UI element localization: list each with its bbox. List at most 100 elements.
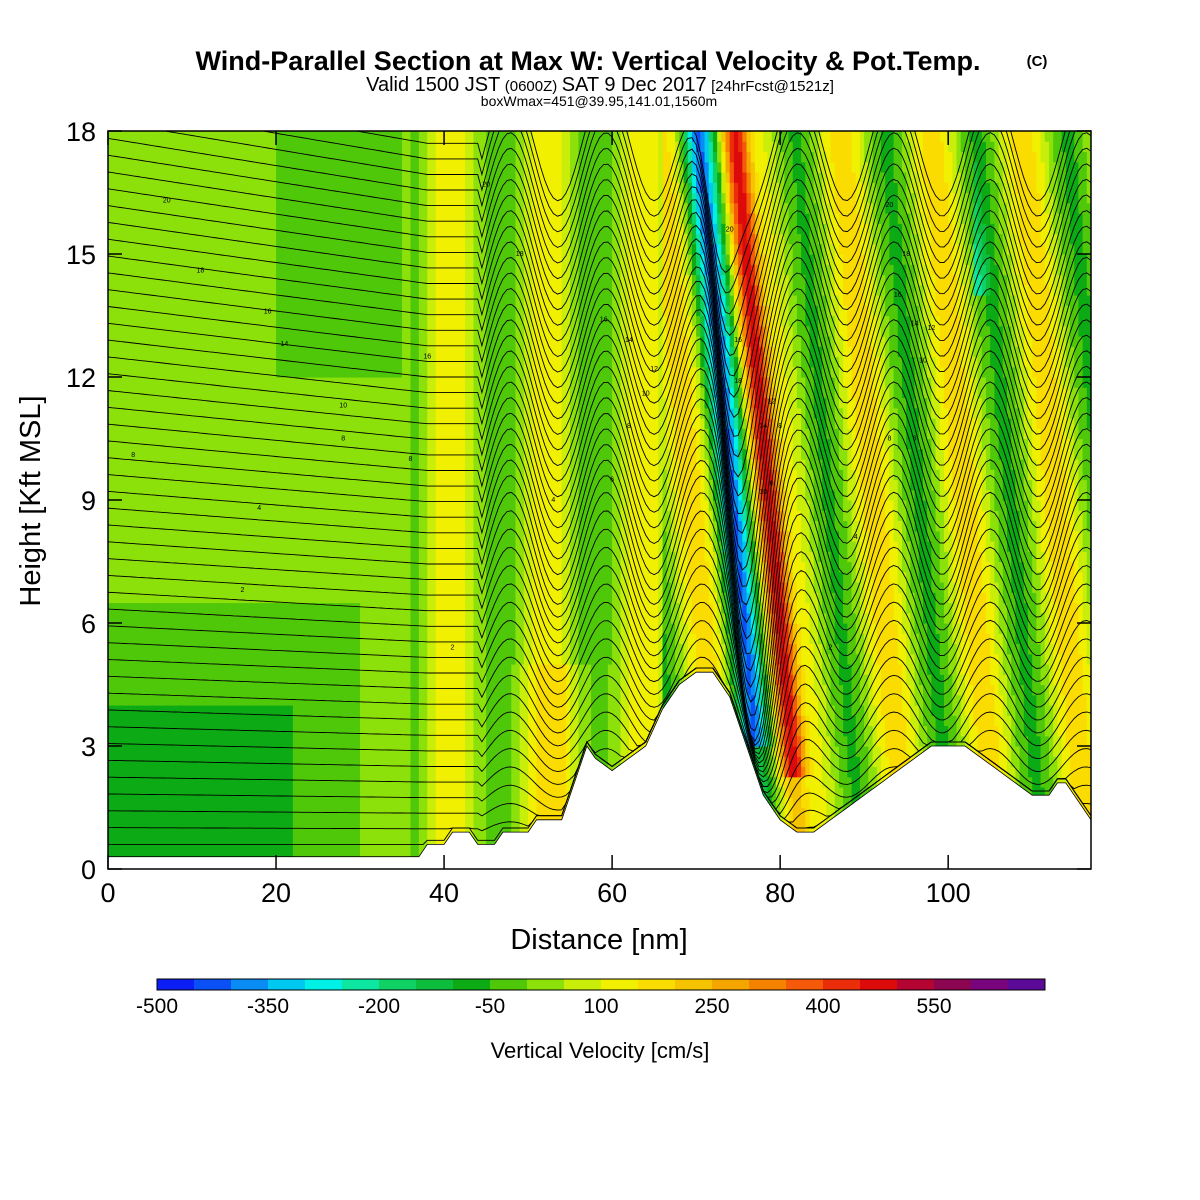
field-cell (376, 243, 382, 255)
field-cell (150, 766, 155, 778)
field-cell (393, 612, 399, 624)
field-cell (393, 500, 399, 511)
field-cell (204, 377, 210, 388)
field-cell (364, 510, 370, 522)
field-cell (200, 161, 206, 173)
field-cell (141, 418, 147, 429)
field-cell (116, 746, 122, 757)
field-cell (360, 223, 365, 235)
field-cell (179, 551, 185, 563)
field-cell (137, 828, 143, 839)
field-cell (179, 489, 185, 501)
field-cell (360, 295, 365, 306)
field-cell (326, 151, 332, 163)
field-cell (339, 305, 344, 317)
field-cell (171, 336, 176, 347)
field-cell (196, 407, 202, 419)
field-cell (330, 366, 336, 378)
field-cell (166, 735, 172, 747)
field-cell (133, 243, 139, 255)
field-cell (292, 797, 298, 809)
field-cell (171, 623, 176, 634)
field-cell (171, 213, 176, 224)
field-cell (246, 612, 252, 624)
field-cell (221, 202, 227, 214)
field-cell (389, 428, 395, 440)
field-cell (108, 202, 113, 214)
field-cell (276, 243, 281, 255)
field-cell (112, 479, 117, 491)
field-cell (112, 828, 117, 839)
field-cell (301, 233, 307, 245)
field-cell (137, 161, 143, 173)
field-cell (213, 756, 218, 768)
field-cell (267, 479, 273, 491)
field-cell (397, 694, 403, 706)
field-cell (229, 848, 235, 860)
field-cell (133, 131, 139, 142)
field-cell (234, 243, 239, 255)
field-cell (347, 653, 353, 665)
field-cell (343, 541, 349, 552)
field-cell (150, 397, 155, 409)
field-cell (372, 623, 378, 634)
field-cell (313, 428, 319, 440)
field-cell (162, 346, 168, 358)
field-cell (330, 469, 336, 481)
field-cell (166, 131, 172, 142)
field-cell (208, 295, 214, 306)
field-cell (368, 828, 374, 839)
field-cell (246, 653, 252, 665)
field-cell (368, 776, 374, 788)
field-cell (204, 161, 210, 173)
field-cell (179, 571, 185, 583)
field-cell (229, 305, 235, 317)
field-cell (150, 151, 155, 163)
field-cell (221, 776, 227, 788)
field-cell (372, 233, 378, 245)
field-cell (183, 284, 189, 296)
field-cell (175, 612, 181, 624)
field-cell (221, 571, 227, 583)
field-cell (116, 315, 122, 327)
field-cell (259, 838, 265, 850)
field-cell (393, 848, 399, 860)
field-cell (238, 274, 244, 286)
field-cell (120, 725, 126, 737)
field-cell (108, 448, 113, 460)
field-cell (339, 643, 344, 655)
field-cell (313, 715, 319, 727)
field-cell (292, 520, 298, 532)
field-cell (372, 469, 378, 481)
field-cell (309, 264, 315, 276)
field-cell (334, 336, 340, 347)
field-cell (129, 469, 134, 481)
field-cell (192, 725, 197, 737)
field-cell (250, 192, 256, 204)
field-cell (171, 746, 176, 757)
field-cell (284, 766, 290, 778)
field-cell (267, 264, 273, 276)
field-cell (234, 582, 239, 593)
field-cell (372, 500, 378, 511)
field-cell (183, 325, 189, 337)
field-cell (187, 131, 193, 142)
field-cell (116, 500, 122, 511)
field-cell (150, 848, 155, 860)
field-cell (192, 254, 197, 265)
field-cell (267, 284, 273, 296)
field-cell (301, 489, 307, 501)
field-cell (124, 500, 130, 511)
field-cell (221, 664, 227, 675)
field-cell (200, 151, 206, 163)
field-cell (129, 325, 134, 337)
field-cell (313, 264, 319, 276)
field-cell (175, 571, 181, 583)
field-cell (339, 848, 344, 860)
field-cell (288, 828, 294, 839)
field-cell (250, 438, 256, 450)
field-cell (297, 131, 302, 142)
field-cell (351, 438, 357, 450)
field-cell (355, 469, 361, 481)
field-cell (250, 131, 256, 142)
